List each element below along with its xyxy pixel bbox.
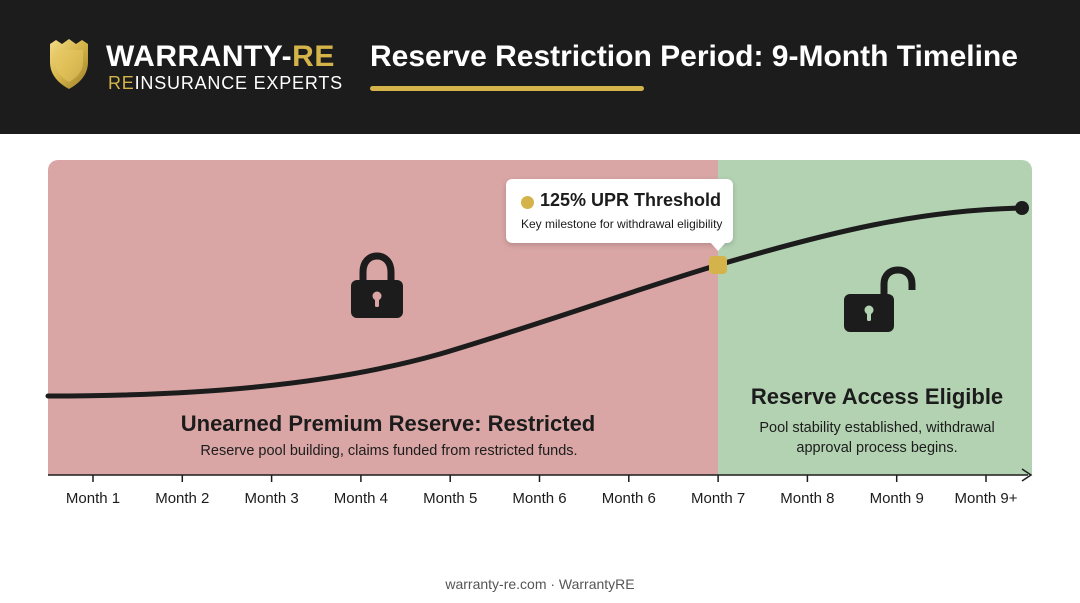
footer-credit: warranty-re.com · WarrantyRE bbox=[445, 576, 635, 592]
unlock-icon bbox=[844, 266, 916, 332]
page-title: Reserve Restriction Period: 9-Month Time… bbox=[370, 40, 1018, 73]
shield-logo-icon bbox=[50, 39, 88, 89]
brand-name-main: WARRANTY- bbox=[106, 40, 293, 73]
brand-name: WARRANTY-RE bbox=[106, 40, 335, 74]
axis-tick-label: Month 8 bbox=[780, 490, 835, 507]
milestone-marker bbox=[709, 256, 727, 274]
axis-tick-label: Month 2 bbox=[155, 490, 210, 507]
axis-tick-label: Month 9+ bbox=[954, 490, 1018, 507]
restricted-zone-title: Unearned Premium Reserve: Restricted bbox=[180, 411, 596, 436]
axis-tick-label: Month 7 bbox=[690, 490, 746, 507]
x-axis-arrow bbox=[1021, 468, 1033, 482]
axis-tick-label: Month 6 bbox=[512, 490, 567, 507]
milestone-title: 125% UPR Threshold bbox=[540, 190, 722, 210]
lock-icon bbox=[351, 252, 403, 318]
axis-tick-label: Month 4 bbox=[333, 490, 388, 507]
axis-tick-label: Month 5 bbox=[423, 490, 478, 507]
tagline-main: INSURANCE EXPERTS bbox=[134, 73, 343, 93]
milestone-subtitle: Key milestone for withdrawal eligibility bbox=[521, 217, 723, 231]
milestone-dot-icon bbox=[521, 196, 534, 209]
axis-tick-label: Month 3 bbox=[244, 490, 299, 507]
axis-tick-label: Month 6 bbox=[601, 490, 656, 507]
title-underline bbox=[370, 86, 644, 91]
header: WARRANTY-RE REINSURANCE EXPERTS Reserve … bbox=[0, 0, 1080, 134]
milestone-callout: 125% UPR Threshold Key milestone for wit… bbox=[506, 179, 733, 251]
eligible-zone-title: Reserve Access Eligible bbox=[750, 384, 1004, 409]
reserve-growth-curve bbox=[45, 205, 1025, 399]
brand-name-accent: RE bbox=[292, 40, 335, 73]
axis-ticks bbox=[92, 475, 987, 482]
restricted-zone-description: Reserve pool building, claims funded fro… bbox=[200, 443, 578, 459]
curve-end-point bbox=[1015, 201, 1029, 215]
axis-tick-label: Month 1 bbox=[65, 490, 121, 507]
brand-tagline: REINSURANCE EXPERTS bbox=[108, 73, 343, 94]
axis-tick-label: Month 9 bbox=[869, 490, 924, 507]
eligible-zone-description: Pool stability established, withdrawal a… bbox=[759, 420, 995, 456]
tagline-accent: RE bbox=[108, 73, 135, 93]
callout-pointer bbox=[710, 242, 726, 251]
